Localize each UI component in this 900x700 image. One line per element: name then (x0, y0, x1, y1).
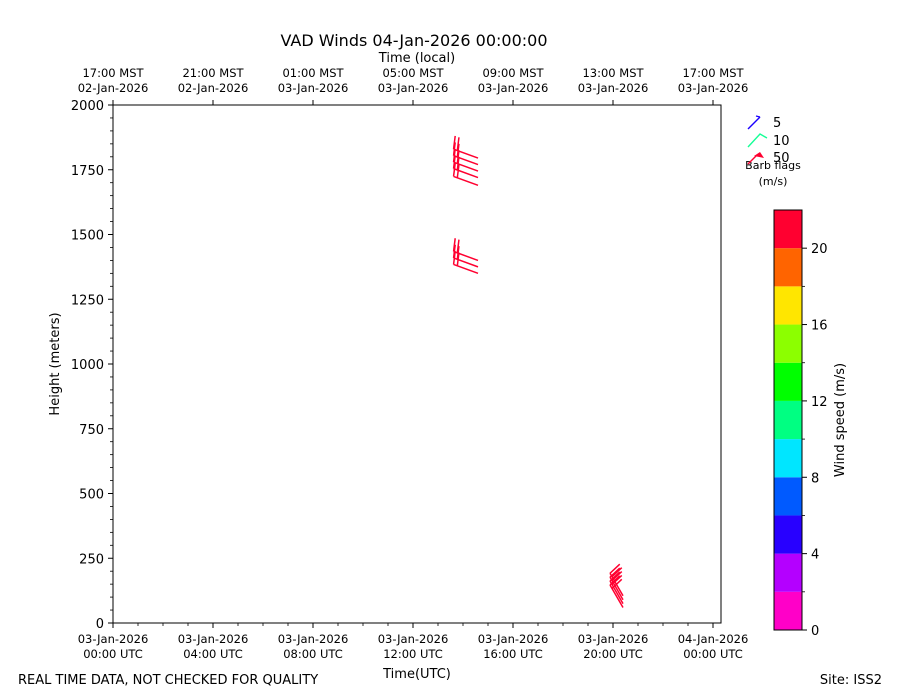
x-tick-label: 04-Jan-2026 (678, 632, 749, 646)
plot-layer: 02505007501000125015001750200003-Jan-202… (71, 66, 828, 661)
colorbar-bin (774, 286, 802, 325)
wind-barb-feather (456, 137, 460, 151)
wind-barb (453, 167, 479, 179)
top-tick-label: 02-Jan-2026 (78, 81, 149, 95)
colorbar-tick-label: 20 (811, 242, 828, 257)
wind-barb (609, 572, 624, 597)
top-tick-label: 03-Jan-2026 (578, 81, 649, 95)
wind-barb (609, 576, 624, 601)
colorbar-bin (774, 362, 802, 401)
colorbar-tick-label: 8 (811, 471, 819, 486)
y-tick-label: 2000 (71, 99, 104, 114)
x-tick-label: 08:00 UTC (283, 647, 343, 661)
colorbar-bin (774, 439, 802, 478)
x-axis-label: Time(UTC) (382, 667, 451, 682)
colorbar-bin (774, 210, 802, 249)
colorbar-bin (774, 477, 802, 516)
x-tick-label: 16:00 UTC (483, 647, 543, 661)
wind-barb-feather (452, 238, 456, 252)
barb-legend-symbol (747, 116, 761, 130)
colorbar-bin (774, 400, 802, 440)
y-tick-label: 500 (79, 488, 104, 503)
x-tick-label: 00:00 UTC (83, 647, 143, 661)
x-tick-label: 03-Jan-2026 (178, 632, 249, 646)
top-tick-label: 03-Jan-2026 (678, 81, 749, 95)
top-tick-label: 03-Jan-2026 (478, 81, 549, 95)
barb-legend-symbol (754, 152, 764, 158)
y-tick-label: 750 (79, 423, 104, 438)
top-tick-label: 13:00 MST (582, 66, 644, 80)
x-tick-label: 03-Jan-2026 (78, 632, 149, 646)
top-tick-label: 03-Jan-2026 (278, 81, 349, 95)
top-tick-label: 17:00 MST (682, 66, 744, 80)
x-tick-label: 03-Jan-2026 (478, 632, 549, 646)
colorbar-bin (774, 324, 802, 363)
wind-barb-feather (452, 135, 456, 150)
barb-legend-title-line1: Barb flags (745, 159, 801, 172)
x-tick-label: 12:00 UTC (383, 647, 443, 661)
site-label: Site: ISS2 (819, 673, 882, 688)
wind-barb (453, 175, 479, 186)
y-tick-label: 1500 (71, 229, 104, 244)
y-tick-label: 250 (79, 552, 104, 567)
wind-barb-feather (609, 563, 621, 574)
wind-barb (453, 257, 479, 268)
wind-barb (453, 154, 479, 166)
barb-legend-label: 50 (773, 151, 790, 166)
wind-barb-feather (456, 164, 460, 178)
y-tick-label: 1250 (71, 293, 104, 308)
wind-barb (453, 161, 479, 172)
barb-legend-symbol (755, 115, 761, 118)
y-axis-label: Height (meters) (48, 312, 63, 415)
top-tick-label: 17:00 MST (82, 66, 144, 80)
y-tick-label: 1000 (71, 358, 104, 373)
barb-legend-symbol (747, 133, 768, 148)
wind-barb-feather (456, 239, 460, 253)
barb-legend-label: 5 (773, 116, 781, 131)
barb-legend-symbol (747, 154, 758, 165)
x-tick-label: 00:00 UTC (683, 647, 743, 661)
top-axis-label: Time (local) (378, 51, 455, 66)
top-tick-label: 09:00 MST (482, 66, 544, 80)
colorbar-bin (774, 248, 802, 287)
colorbar-tick-label: 4 (811, 548, 819, 563)
colorbar-bin (774, 515, 802, 554)
y-tick-label: 0 (96, 617, 104, 632)
x-tick-label: 03-Jan-2026 (278, 632, 349, 646)
colorbar-bin (774, 591, 802, 630)
wind-barb (609, 584, 624, 608)
chart-title: VAD Winds 04-Jan-2026 00:00:00 (280, 31, 547, 50)
wind-barb (453, 263, 479, 275)
top-tick-label: 01:00 MST (282, 66, 344, 80)
colorbar-tick-label: 0 (811, 624, 819, 639)
top-tick-label: 02-Jan-2026 (178, 81, 249, 95)
top-tick-label: 03-Jan-2026 (378, 81, 449, 95)
x-tick-label: 03-Jan-2026 (578, 632, 649, 646)
wind-barb (609, 580, 624, 604)
colorbar-bin (774, 553, 802, 592)
barb-legend-label: 10 (773, 134, 790, 149)
colorbar-tick-label: 16 (811, 319, 828, 334)
wind-barb-feather (452, 163, 456, 177)
quality-disclaimer: REAL TIME DATA, NOT CHECKED FOR QUALITY (18, 673, 319, 688)
wind-barb (453, 148, 479, 159)
wind-barb-feather (611, 567, 623, 578)
x-tick-label: 03-Jan-2026 (378, 632, 449, 646)
x-tick-label: 04:00 UTC (183, 647, 243, 661)
colorbar-tick-label: 12 (811, 395, 828, 410)
y-tick-label: 1750 (71, 164, 104, 179)
top-tick-label: 21:00 MST (182, 66, 244, 80)
wind-barb (453, 250, 479, 262)
barb-legend-title-line2: (m/s) (759, 175, 788, 188)
colorbar-label: Wind speed (m/s) (833, 363, 848, 477)
top-tick-label: 05:00 MST (382, 66, 444, 80)
x-tick-label: 20:00 UTC (583, 647, 643, 661)
colorbar-frame (773, 209, 803, 631)
plot-frame (112, 104, 722, 624)
